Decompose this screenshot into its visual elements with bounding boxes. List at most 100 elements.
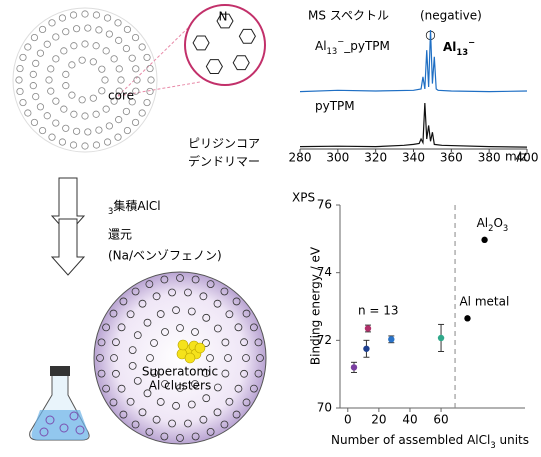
dendron-ring [143,318,152,327]
dendron-ring [206,354,214,362]
flask-cap [50,366,70,376]
dendron-ring [68,91,76,99]
dendron-ring [92,141,101,149]
dendron-ring [152,415,161,424]
dendron-ring [102,323,110,332]
dendron-ring [96,354,104,362]
step1-label-part: 集積 [113,198,137,213]
x-tick-label: 20 [371,413,386,427]
x-tick-label: 320 [364,151,387,165]
dendron-ring [52,119,60,127]
dendron-ring [146,87,154,96]
dendron-ring [110,55,118,63]
y-tick-label: 72 [317,333,332,347]
dendron-ring [168,419,176,428]
point-label: Al metal [459,294,509,308]
dendron-ring [128,98,136,106]
dendrimer-outline [12,7,158,153]
dendron-ring [102,384,110,393]
dendron-ring [202,369,210,377]
dendron-ring [191,380,199,388]
dendron-ring [62,28,70,36]
dendron-ring [206,428,215,436]
dendron-ring [114,133,122,141]
dendron-ring [32,93,40,101]
dendron-ring [98,87,106,95]
dendron-ring [110,97,118,105]
ms-annotation-part: 13 [456,47,468,57]
dendron-ring [52,55,60,63]
dendron-ring [128,362,137,370]
dendron-ring [131,420,140,429]
legend-label-part: Al [315,39,327,53]
step2-label: 還元 [108,228,132,242]
dendron-ring [52,97,60,105]
point-label: Al2O3 [477,215,509,232]
dendron-ring [16,87,24,96]
legend-label-part: _pyTPM [343,39,390,53]
dendron-ring [36,103,45,111]
x-tick-label: 380 [478,151,501,165]
x-tick-label: 400 [516,151,539,165]
dendron-ring [115,36,123,44]
x-tick-label: 40 [402,413,417,427]
al-atom [184,352,196,364]
legend-label-part: − [337,36,344,46]
point-label-part: O [493,215,502,229]
phenyl [232,55,250,71]
dendron-ring [224,354,232,362]
dendron-ring [191,432,200,441]
legend-label: pyTPM [315,99,355,113]
spectrum [299,102,528,148]
x-tick-label: 340 [402,151,425,165]
phenyl [216,13,234,29]
dendron-ring [84,128,92,136]
cluster-label: Al clusters [149,379,211,393]
dendron-ring [48,19,56,27]
ms-annotation-part: − [468,37,475,47]
illustration [12,4,267,445]
al-atom [194,342,206,354]
zoom-line [117,81,201,97]
bubble [45,415,55,425]
dendron-ring [62,124,70,132]
phenyl [238,28,256,44]
step2-label: (Na/ベンゾフェノン) [108,249,222,263]
dendron-ring [43,112,51,120]
dendron-ring [47,65,55,73]
dendron-ring [152,292,161,301]
dendron-ring [115,65,123,73]
dendron-ring [202,394,211,403]
dendron-ring [30,118,39,127]
dendron-ring [81,112,89,120]
dendron-ring [24,43,32,51]
dendron-ring [122,107,130,116]
dendron-ring [109,309,118,318]
point [364,325,372,332]
dendron-ring [97,369,106,378]
step1-label: 3集積AlCl [108,198,161,216]
dendron-ring [256,354,264,362]
dendron-ring [117,323,126,332]
legend-label: Al13−_pyTPM [315,36,390,56]
dendron-ring [70,42,78,50]
y-tick-label: 70 [317,401,332,415]
dendron-ring [84,24,92,32]
dendron-ring [146,64,154,73]
dendron-ring [143,53,151,62]
xps-title: XPS [292,191,315,205]
dendron-ring [143,98,151,107]
x-tick-label: 300 [326,151,349,165]
dendron-ring [110,354,118,362]
dendron-ring [72,25,81,33]
dendron-ring [30,33,39,42]
dendron-ring [213,299,222,308]
x-tick-label: 60 [433,413,448,427]
dendron-ring [78,56,86,64]
dendron-ring [187,307,196,316]
dendron-ring [68,61,76,69]
dendron-ring [172,401,180,410]
point-label-part: 2 [488,222,493,232]
dendron-ring [191,275,200,284]
dendron-ring [128,54,136,62]
